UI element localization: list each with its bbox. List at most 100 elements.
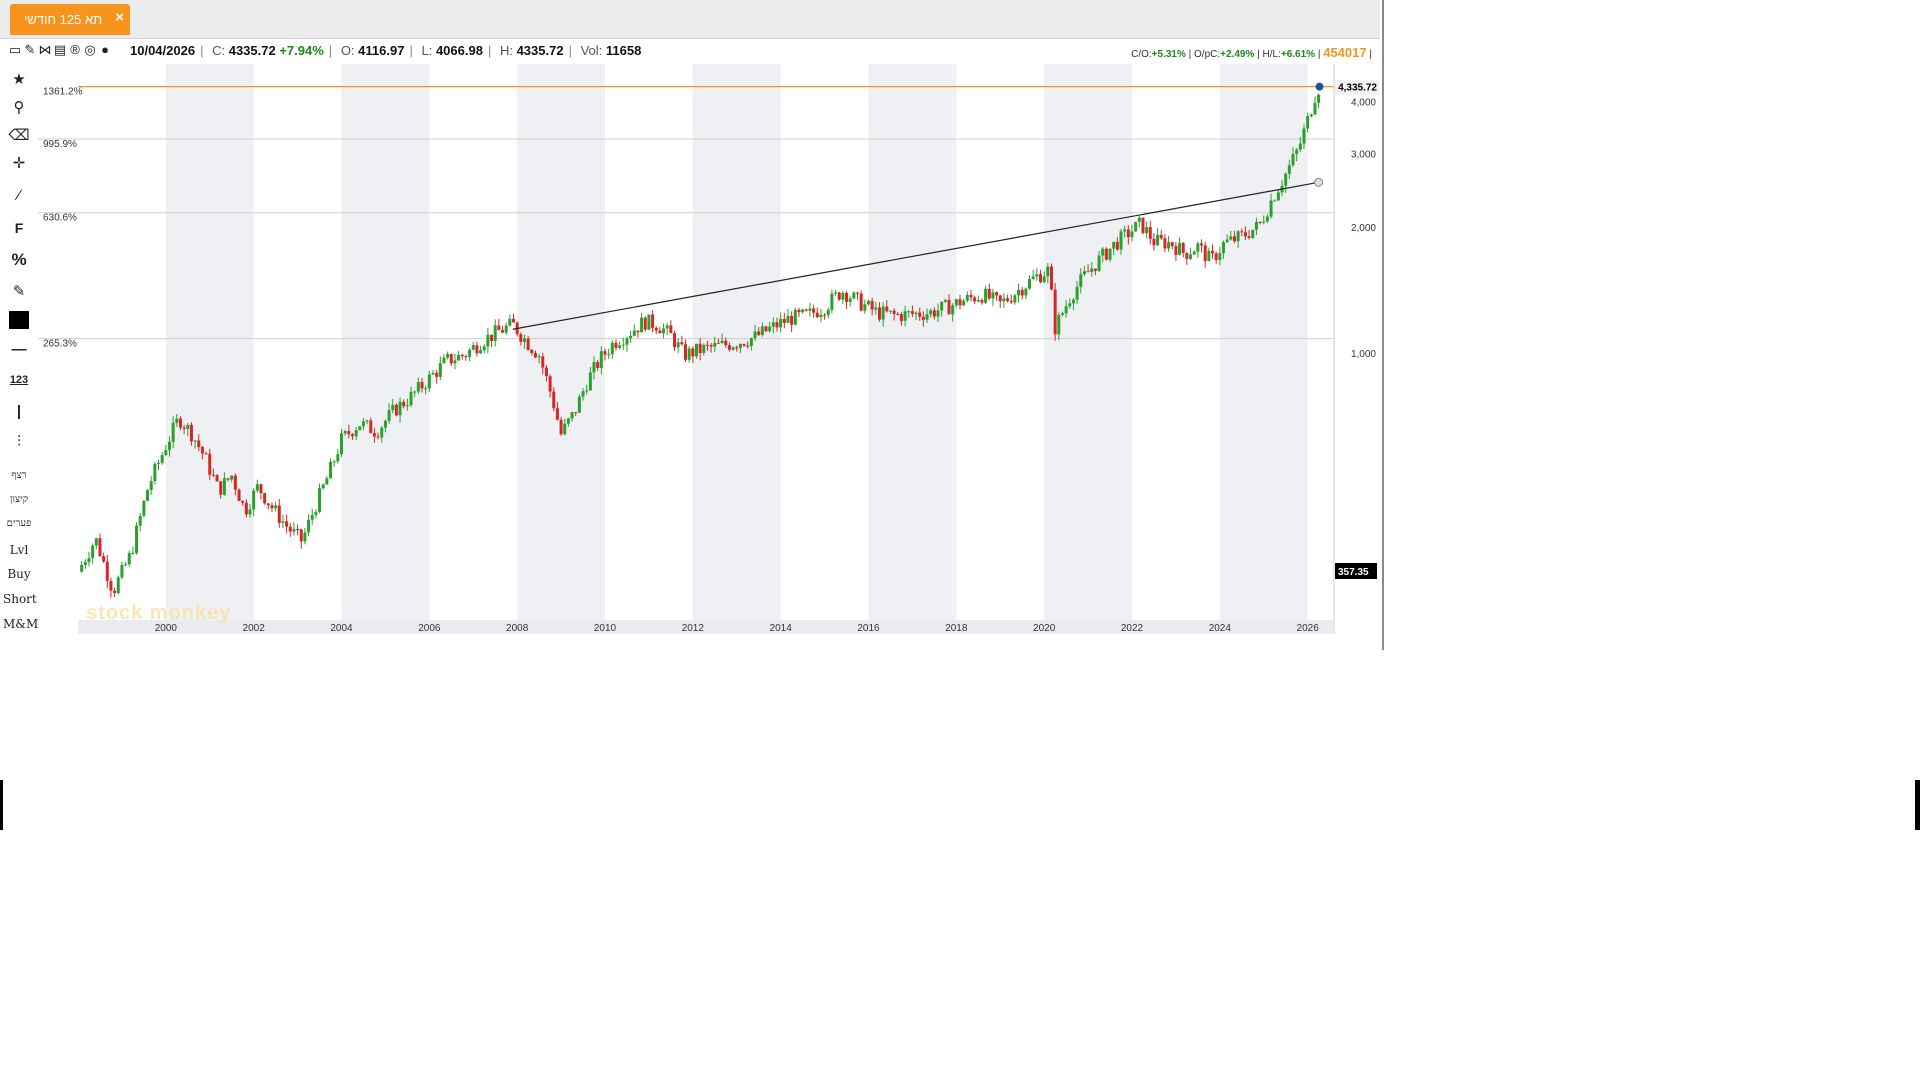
candle-body: [1170, 242, 1174, 247]
candle-body: [1192, 251, 1196, 255]
candle-body: [230, 475, 234, 480]
candle-body: [438, 363, 442, 377]
search-icon[interactable]: ⚲: [13, 99, 25, 116]
candle-body: [680, 342, 684, 345]
candle-body: [910, 311, 914, 314]
toolbar-label-extreme[interactable]: קיצון: [9, 494, 29, 505]
crosshair-icon[interactable]: ✛: [12, 155, 26, 172]
candle-body: [980, 299, 984, 303]
candle-body: [1298, 143, 1302, 150]
candle-body: [1225, 239, 1229, 243]
candle-body: [1017, 289, 1021, 296]
percent-label: 630.6%: [43, 213, 77, 224]
candle-body: [771, 322, 775, 327]
candle-body: [332, 461, 336, 463]
window-icon[interactable]: ▭: [8, 42, 22, 57]
candle-body: [369, 420, 373, 434]
candle-body: [856, 292, 860, 294]
eraser-icon[interactable]: ⌫: [8, 127, 30, 144]
candle-body: [80, 565, 84, 572]
share-icon[interactable]: ⋈: [38, 42, 52, 57]
candle-body: [208, 453, 212, 475]
candle-body: [1284, 173, 1288, 186]
chart-type-icon[interactable]: ⫶: [17, 433, 21, 450]
candle-body: [581, 391, 585, 397]
candle-body: [1317, 94, 1321, 103]
vertical-line-icon[interactable]: |: [16, 403, 22, 420]
candle-body: [976, 299, 980, 302]
wrench-icon[interactable]: ✎: [24, 42, 36, 57]
candle-body: [1309, 114, 1313, 117]
registered-icon[interactable]: ®: [70, 42, 80, 57]
color-swatch-icon[interactable]: [3, 308, 35, 332]
candle-body: [1156, 235, 1160, 246]
candle-body: [914, 312, 918, 314]
candle-body: [1148, 227, 1152, 239]
pencil-line-icon[interactable]: ∕: [17, 187, 21, 204]
candle-body: [852, 292, 856, 299]
candle-body: [153, 463, 157, 482]
comment-icon[interactable]: ●: [101, 42, 109, 57]
chart-tab[interactable]: תא 125 חודשי ×: [10, 4, 130, 35]
y-tick-label: 2,000: [1351, 223, 1376, 234]
candle-body: [713, 342, 717, 347]
line-width-icon[interactable]: —: [11, 341, 27, 358]
year-band: [517, 64, 605, 620]
star-icon[interactable]: ★: [12, 71, 26, 88]
candle-body: [826, 309, 830, 316]
target-icon[interactable]: ◎: [84, 42, 96, 57]
candle-body: [1104, 248, 1108, 260]
candle-body: [877, 307, 881, 320]
candle-body: [263, 493, 267, 504]
candle-body: [786, 315, 790, 323]
fibonacci-icon[interactable]: F: [14, 220, 24, 236]
toolbar-label-buy[interactable]: Buy: [7, 567, 31, 581]
candle-body: [486, 334, 490, 347]
toolbar-label-gaps[interactable]: פערים: [6, 518, 32, 529]
candle-body: [1134, 221, 1138, 232]
candle-body: [241, 500, 245, 503]
edit-icon[interactable]: ✎: [12, 283, 26, 300]
candle-body: [533, 352, 537, 358]
candle-body: [471, 345, 475, 350]
security-id: 454017: [1323, 45, 1367, 60]
candle-body: [973, 297, 977, 302]
candle-body: [504, 325, 508, 333]
toolbar-label-lvl[interactable]: Lvl: [9, 543, 29, 557]
candle-body: [197, 440, 201, 447]
candle-body: [405, 405, 409, 407]
toolbar-label-mm[interactable]: M&M: [3, 617, 39, 631]
candle-body: [724, 340, 728, 346]
candle-body: [178, 418, 182, 428]
percent-icon[interactable]: %: [11, 250, 27, 269]
candle-body: [848, 298, 852, 302]
price-info-bar: ▭ ✎ ⋈ ▤ ® ◎ ● 10/04/2026 | C: 4335.72 +7.94% | O…: [0, 38, 1380, 64]
candle-body: [508, 318, 512, 326]
x-tick-label: 2008: [506, 623, 529, 634]
toolbar-label-sequence[interactable]: רצף: [11, 470, 27, 481]
candle-body: [1082, 271, 1086, 275]
number-format-icon[interactable]: 123: [9, 374, 29, 386]
close-icon[interactable]: ×: [115, 9, 124, 26]
candle-body: [1291, 154, 1295, 166]
candle-body: [475, 345, 479, 354]
candle-body: [918, 312, 922, 317]
x-tick-label: 2022: [1121, 623, 1144, 634]
candle-body: [501, 330, 505, 333]
candle-body: [222, 478, 226, 495]
candle-body: [1295, 149, 1299, 155]
candle-body: [1046, 266, 1050, 277]
year-band: [1219, 64, 1308, 620]
candle-body: [1042, 276, 1046, 283]
candle-body: [149, 481, 153, 491]
document-icon[interactable]: ▤: [53, 42, 67, 57]
candle-body: [435, 372, 439, 377]
price-chart[interactable]: 1,000 2,000 3,000 4,000 1361.2% 995.9% 630.6% 2…: [38, 64, 1380, 650]
toolbar-label-short[interactable]: Short: [3, 592, 37, 606]
candle-body: [135, 525, 139, 553]
candle-body: [742, 344, 746, 346]
candle-body: [1306, 116, 1310, 129]
candle-body: [1002, 298, 1006, 302]
candle-body: [592, 362, 596, 373]
candle-body: [98, 538, 102, 557]
